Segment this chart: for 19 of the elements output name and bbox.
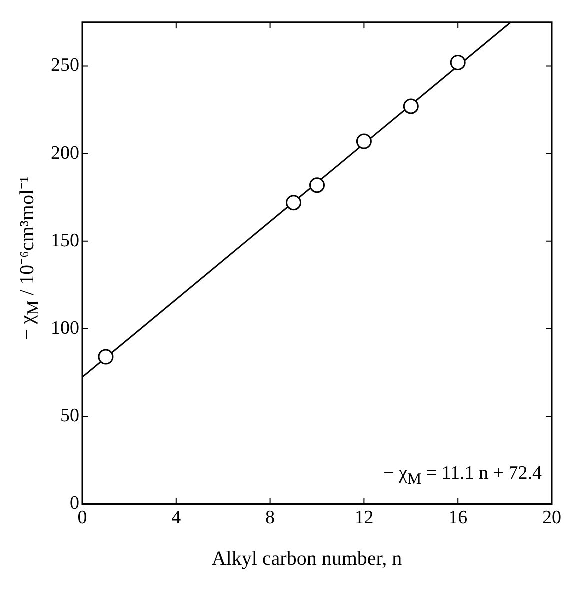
point bbox=[450, 54, 466, 70]
annotation: − χ$_{M}$ = 11.1 n + 72.4 bbox=[384, 463, 542, 489]
point bbox=[98, 349, 114, 365]
point bbox=[286, 195, 302, 211]
y-tick-label: 250 bbox=[51, 55, 80, 76]
point bbox=[356, 134, 372, 150]
x-tick-label: 16 bbox=[448, 508, 468, 529]
x-tick-label: 12 bbox=[354, 508, 374, 529]
y-tick-label: 100 bbox=[51, 318, 80, 339]
point bbox=[403, 98, 419, 114]
y-tick-label: 50 bbox=[60, 406, 80, 427]
y-tick-label: 0 bbox=[70, 493, 80, 514]
y-tick-label: 200 bbox=[51, 142, 80, 164]
x-tick-label: 4 bbox=[172, 508, 182, 529]
x-tick-label: 20 bbox=[542, 508, 562, 529]
y-tick-label: 150 bbox=[51, 230, 80, 252]
x-axis-title: Alkyl carbon number, n bbox=[210, 548, 404, 571]
point bbox=[310, 178, 325, 194]
x-tick-label: 8 bbox=[266, 508, 276, 529]
